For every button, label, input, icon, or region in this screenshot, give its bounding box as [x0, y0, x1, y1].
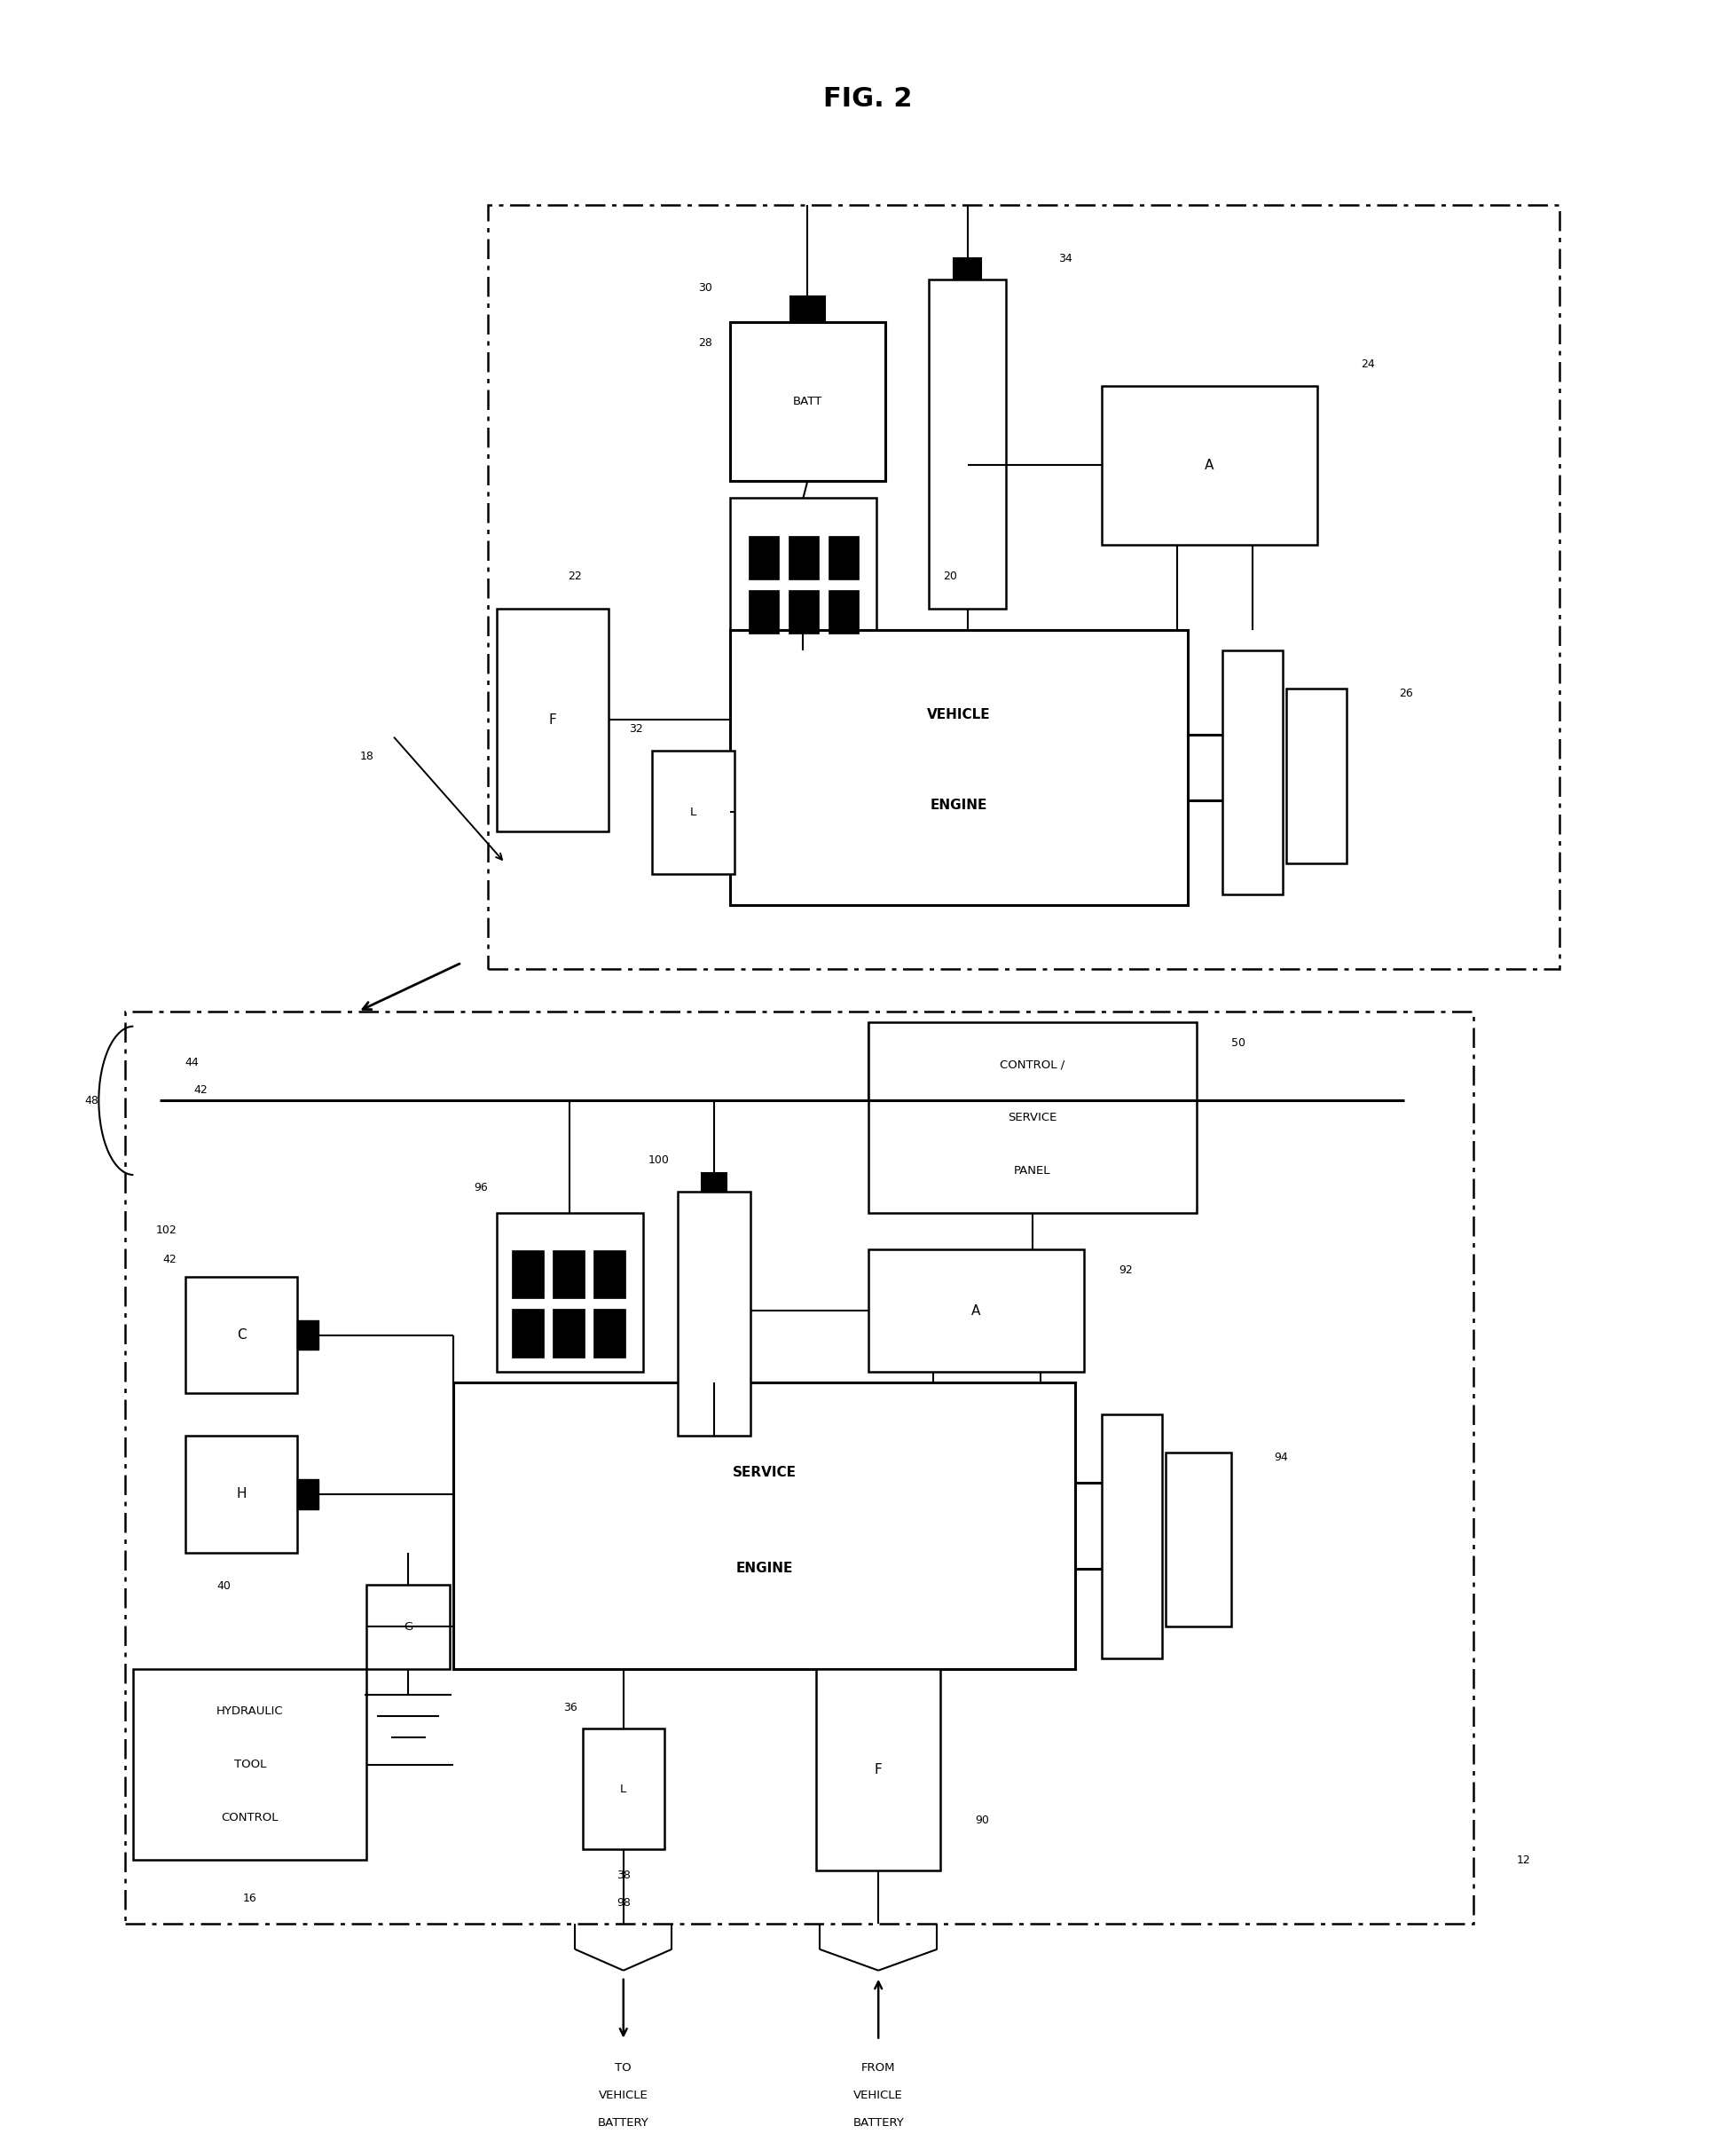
Bar: [953, 258, 981, 280]
Text: 40: 40: [217, 1581, 231, 1592]
Bar: [729, 497, 877, 651]
Text: CONTROL /: CONTROL /: [1000, 1058, 1064, 1071]
Bar: [1286, 689, 1347, 862]
Bar: [868, 1248, 1083, 1372]
Text: 30: 30: [698, 282, 712, 294]
Bar: [552, 1308, 585, 1357]
Text: 42: 42: [194, 1084, 208, 1095]
Text: HYDRAULIC: HYDRAULIC: [217, 1705, 283, 1718]
Bar: [929, 280, 1007, 608]
Bar: [594, 1308, 625, 1357]
Bar: [788, 536, 819, 580]
Bar: [677, 1191, 750, 1436]
Text: 42: 42: [163, 1255, 177, 1265]
Bar: [186, 1276, 297, 1394]
Bar: [653, 751, 734, 873]
Text: PANEL: PANEL: [1014, 1165, 1050, 1176]
Bar: [788, 589, 819, 634]
Bar: [134, 1669, 366, 1861]
Bar: [1222, 651, 1283, 894]
Bar: [748, 589, 779, 634]
Text: 12: 12: [1516, 1854, 1529, 1865]
Bar: [594, 1251, 625, 1297]
Text: VEHICLE: VEHICLE: [854, 2089, 903, 2100]
Text: BATTERY: BATTERY: [852, 2117, 904, 2128]
Text: 100: 100: [648, 1154, 668, 1165]
Text: 26: 26: [1399, 687, 1413, 700]
Text: F: F: [875, 1763, 882, 1778]
Text: 34: 34: [1059, 252, 1073, 265]
Bar: [552, 1251, 585, 1297]
Bar: [366, 1583, 450, 1669]
Bar: [1165, 1453, 1231, 1626]
Bar: [816, 1669, 941, 1872]
Bar: [828, 589, 859, 634]
Bar: [748, 536, 779, 580]
Text: 32: 32: [630, 723, 644, 734]
Text: L: L: [691, 807, 696, 817]
Text: 28: 28: [698, 337, 712, 350]
Text: CONTROL: CONTROL: [222, 1812, 279, 1822]
Text: G: G: [404, 1622, 413, 1633]
Bar: [496, 1212, 644, 1372]
Text: 98: 98: [616, 1897, 630, 1908]
Bar: [729, 630, 1187, 905]
Text: 22: 22: [568, 570, 582, 583]
Text: 36: 36: [564, 1701, 578, 1714]
Bar: [828, 536, 859, 580]
Text: 16: 16: [243, 1893, 257, 1904]
Text: BATTERY: BATTERY: [597, 2117, 649, 2128]
Bar: [701, 1174, 726, 1191]
Text: BATT: BATT: [793, 395, 823, 408]
Text: H: H: [236, 1487, 247, 1500]
Text: ENGINE: ENGINE: [736, 1562, 793, 1575]
Text: SERVICE: SERVICE: [733, 1466, 797, 1479]
Bar: [868, 1022, 1196, 1212]
Bar: [1101, 1415, 1161, 1658]
Text: 24: 24: [1361, 359, 1375, 369]
Text: 18: 18: [359, 751, 373, 762]
Bar: [729, 322, 885, 480]
Bar: [512, 1251, 543, 1297]
Bar: [186, 1436, 297, 1554]
Text: 90: 90: [976, 1814, 990, 1827]
Text: 38: 38: [616, 1869, 630, 1880]
Text: FIG. 2: FIG. 2: [823, 85, 913, 113]
Text: 102: 102: [156, 1225, 177, 1236]
Bar: [496, 608, 609, 830]
Bar: [297, 1321, 318, 1351]
Text: VEHICLE: VEHICLE: [599, 2089, 648, 2100]
Text: ENGINE: ENGINE: [930, 798, 988, 813]
Text: F: F: [549, 713, 557, 726]
Bar: [790, 297, 825, 322]
Text: 96: 96: [474, 1182, 488, 1193]
Text: 48: 48: [85, 1095, 99, 1105]
Bar: [583, 1729, 665, 1850]
Text: A: A: [972, 1304, 981, 1317]
Bar: [453, 1383, 1075, 1669]
Bar: [125, 1012, 1474, 1923]
Bar: [1101, 386, 1318, 544]
Text: 44: 44: [186, 1056, 200, 1069]
Text: VEHICLE: VEHICLE: [927, 708, 991, 721]
Text: C: C: [236, 1327, 247, 1342]
Text: L: L: [620, 1784, 627, 1795]
Text: 92: 92: [1118, 1265, 1132, 1276]
Text: A: A: [1205, 459, 1213, 472]
Text: 20: 20: [943, 570, 957, 583]
Text: 94: 94: [1274, 1451, 1288, 1462]
Text: TOOL: TOOL: [234, 1758, 266, 1771]
Bar: [297, 1479, 318, 1509]
Text: TO: TO: [615, 2061, 632, 2074]
Text: 50: 50: [1231, 1037, 1245, 1050]
Bar: [512, 1308, 543, 1357]
Bar: [488, 205, 1559, 969]
Text: FROM: FROM: [861, 2061, 896, 2074]
Text: SERVICE: SERVICE: [1007, 1112, 1057, 1122]
